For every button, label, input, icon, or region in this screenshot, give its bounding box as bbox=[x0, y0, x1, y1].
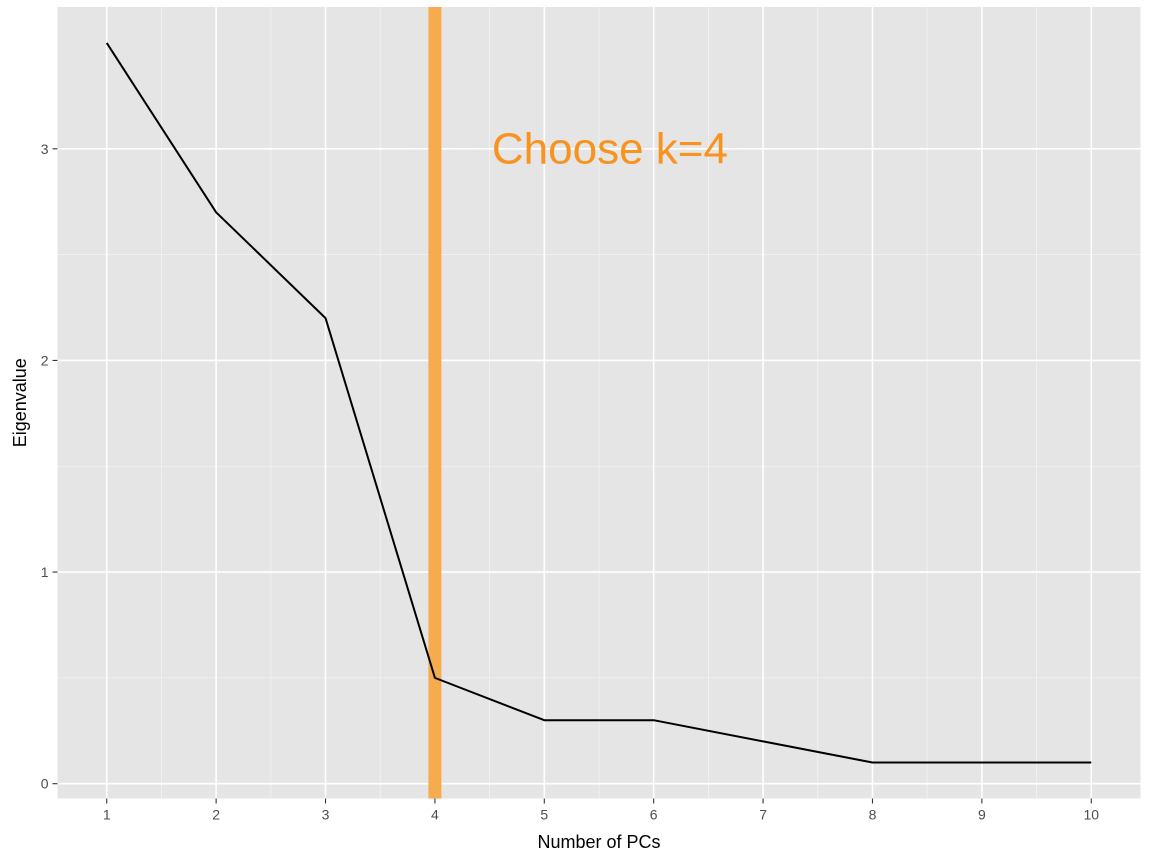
y-tick-label: 3 bbox=[41, 141, 49, 157]
x-axis: 1 2 3 4 5 6 7 8 9 10 bbox=[103, 798, 1099, 823]
y-axis-title: Eigenvalue bbox=[10, 358, 30, 447]
x-tick-label: 2 bbox=[212, 807, 220, 823]
x-tick-label: 10 bbox=[1083, 807, 1099, 823]
x-tick-label: 7 bbox=[759, 807, 767, 823]
x-tick-label: 9 bbox=[978, 807, 986, 823]
y-axis: 0 1 2 3 bbox=[41, 141, 58, 792]
minor-gridlines bbox=[57, 7, 1141, 799]
x-tick-label: 4 bbox=[431, 807, 439, 823]
x-tick-label: 6 bbox=[650, 807, 658, 823]
x-tick-label: 5 bbox=[540, 807, 548, 823]
x-tick-label: 1 bbox=[103, 807, 111, 823]
x-axis-title: Number of PCs bbox=[537, 832, 660, 852]
y-tick-label: 0 bbox=[41, 776, 49, 792]
eigenvalue-line bbox=[105, 42, 1092, 764]
x-tick-label: 3 bbox=[322, 807, 330, 823]
annotation-choose-k: Choose k=4 bbox=[492, 124, 728, 173]
x-tick-label: 8 bbox=[869, 807, 877, 823]
y-tick-label: 2 bbox=[41, 352, 49, 368]
annotation-layer: Choose k=4 bbox=[492, 124, 728, 173]
series-layer bbox=[105, 42, 1092, 764]
y-tick-label: 1 bbox=[41, 564, 49, 580]
